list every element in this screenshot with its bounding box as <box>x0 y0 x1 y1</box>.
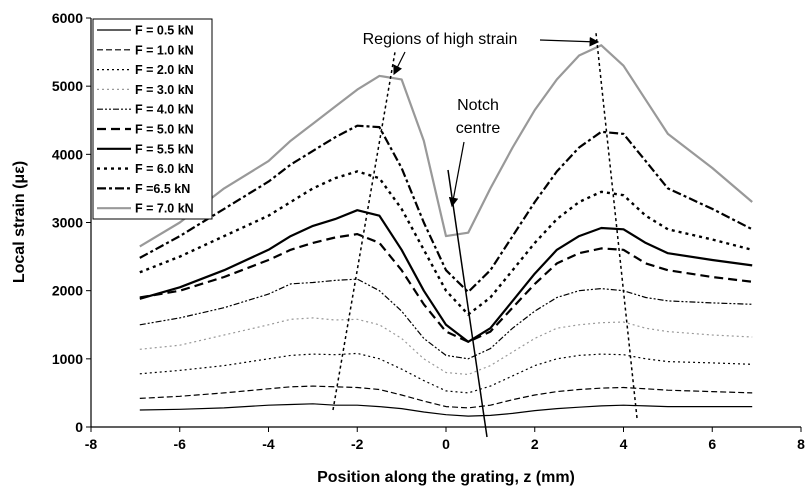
legend-label: F = 7.0 kN <box>135 202 194 216</box>
legend-label: F = 0.5 kN <box>135 24 194 38</box>
legend-label: F = 1.0 kN <box>135 43 194 57</box>
x-tick-label: 8 <box>797 436 805 452</box>
plot-area: 0 1000 2000 3000 4000 5000 6000 -8 -6 -4 -2 0 2 4 6 8 <box>52 10 805 452</box>
y-tick-label: 2000 <box>52 283 83 299</box>
arrow <box>393 51 406 76</box>
series-line <box>139 233 753 343</box>
annotation: Notch <box>457 97 499 114</box>
legend: F = 0.5 kN F = 1.0 kN F = 2.0 kN F = 3.0 kN… <box>92 18 213 220</box>
annotation-lines <box>332 32 638 438</box>
series-line <box>139 209 753 343</box>
legend-label: F = 5.0 kN <box>135 123 194 137</box>
high-strain-line <box>595 32 638 419</box>
y-tick-label: 5000 <box>52 78 83 94</box>
y-tick-label: 6000 <box>52 10 83 26</box>
series-line <box>139 44 753 248</box>
x-tick-label: 4 <box>620 436 628 452</box>
legend-label: F = 6.0 kN <box>135 162 194 176</box>
x-tick-label: -8 <box>85 436 98 452</box>
legend-label: F = 2.0 kN <box>135 63 194 77</box>
series-line <box>139 385 753 409</box>
y-axis-label: Local strain (με) <box>11 161 28 283</box>
x-tick-label: 6 <box>708 436 716 452</box>
legend-label: F = 5.5 kN <box>135 142 194 156</box>
series-line <box>139 352 753 394</box>
legend-label: F =6.5 kN <box>135 182 190 196</box>
y-tick-label: 4000 <box>52 146 83 162</box>
high-strain-line <box>332 51 396 411</box>
x-tick-label: -2 <box>351 436 364 452</box>
series-line <box>139 403 753 417</box>
series-line <box>139 317 753 376</box>
y-tick-label: 3000 <box>52 215 83 231</box>
annotation: centre <box>456 120 501 137</box>
x-tick-label: 2 <box>531 436 539 452</box>
legend-label: F = 3.0 kN <box>135 83 194 97</box>
arrow <box>539 36 600 47</box>
arrow <box>448 141 465 208</box>
series-line <box>139 278 753 360</box>
y-tick-label: 0 <box>75 419 83 435</box>
x-tick-label: -4 <box>262 436 275 452</box>
annotation: Regions of high strain <box>363 31 518 48</box>
legend-label: F = 4.0 kN <box>135 103 194 117</box>
series-line <box>139 124 753 294</box>
x-tick-label: -6 <box>174 436 187 452</box>
legend-box <box>92 18 213 220</box>
x-tick-label: 0 <box>442 436 450 452</box>
notch-line <box>447 169 488 438</box>
y-tick-label: 1000 <box>52 351 83 367</box>
series-line <box>139 170 753 316</box>
x-axis-label: Position along the grating, z (mm) <box>317 469 575 486</box>
